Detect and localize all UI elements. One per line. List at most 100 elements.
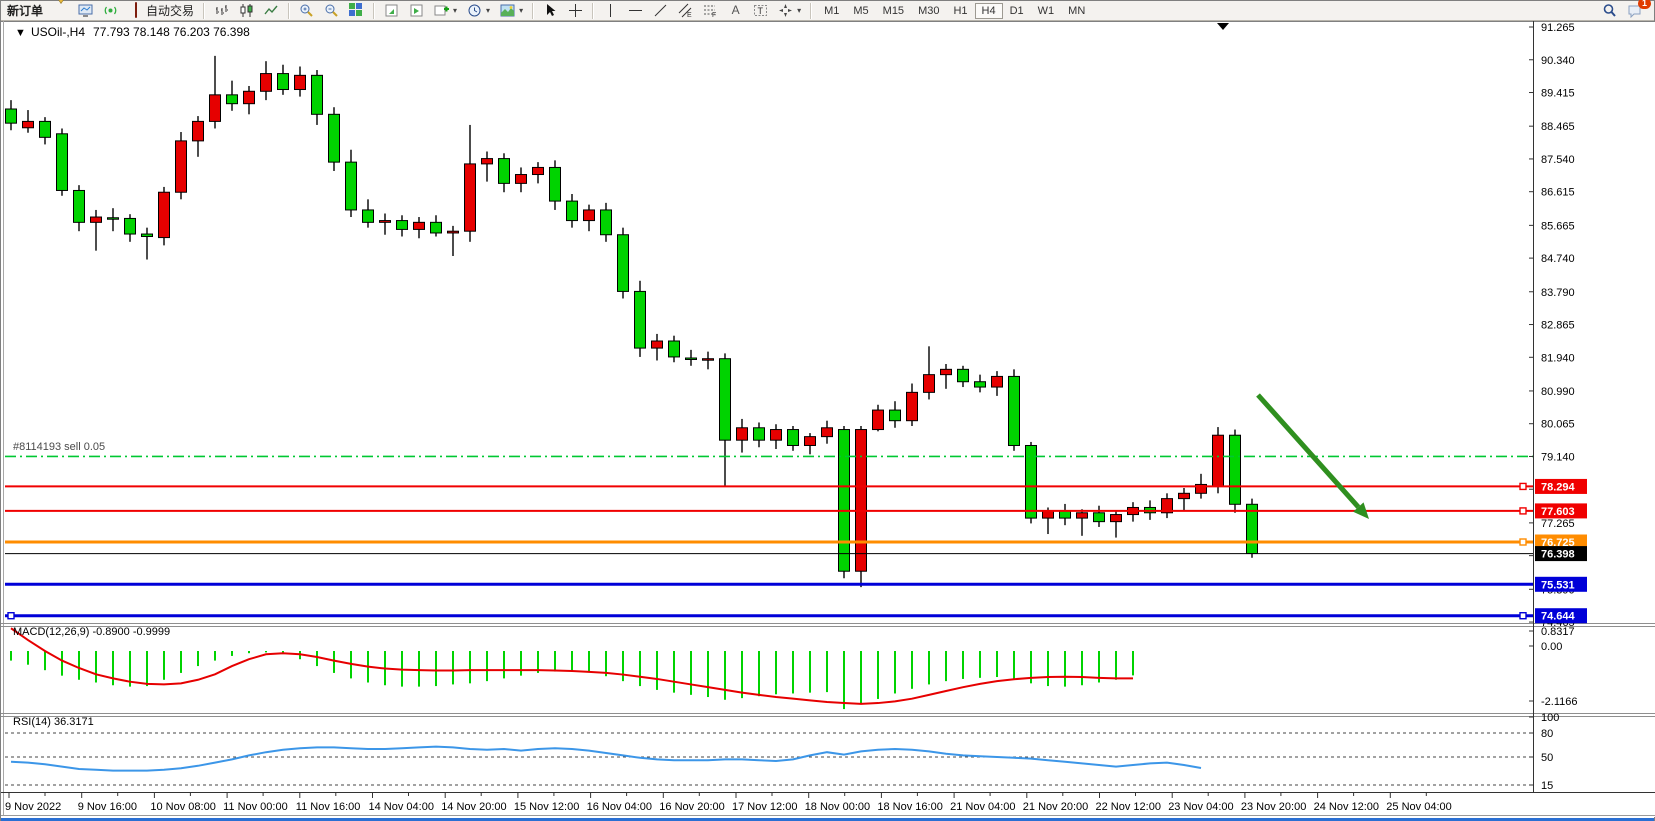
search-button[interactable] xyxy=(1598,1,1621,21)
annotations[interactable] xyxy=(1217,23,1369,519)
profiles-next-button[interactable] xyxy=(405,1,428,21)
profiles-button[interactable] xyxy=(380,1,403,21)
add-indicator-icon xyxy=(434,3,450,18)
new-order-button[interactable]: 新订单 xyxy=(3,1,47,21)
timeframe-mn[interactable]: MN xyxy=(1068,4,1086,17)
trend-arrow[interactable] xyxy=(1256,393,1361,509)
line-chart-button[interactable] xyxy=(260,1,283,21)
timeframe-m5[interactable]: M5 xyxy=(853,4,869,17)
vertical-line-button[interactable] xyxy=(599,1,622,21)
shapes-icon xyxy=(778,3,793,18)
time-axis-label: 15 Nov 12:00 xyxy=(514,801,579,813)
price-axis-label: 88.465 xyxy=(1541,121,1575,133)
new-order-label: 新订单 xyxy=(7,4,44,18)
toolbar-separator xyxy=(288,2,291,19)
chart-expander[interactable]: ▼ xyxy=(15,27,26,39)
text-icon: A xyxy=(731,3,740,17)
main-toolbar: 新订单 自动交易 ▾ ▾ ▾ E F A T ▾ M1 M5 M15 M30 H1 H4 D… xyxy=(1,0,1654,21)
price-axis-label: 77.265 xyxy=(1541,518,1575,530)
chevron-down-icon: ▾ xyxy=(797,6,802,15)
text-label-button[interactable]: T xyxy=(749,1,772,21)
line-chart-icon xyxy=(264,3,279,18)
zoom-in-button[interactable] xyxy=(295,1,318,21)
time-axis-label: 23 Nov 04:00 xyxy=(1168,801,1233,813)
price-axis-label: 84.740 xyxy=(1541,253,1575,265)
add-indicator-button[interactable]: ▾ xyxy=(430,1,461,21)
autotrading-button[interactable]: 自动交易 xyxy=(124,1,198,21)
channel-button[interactable]: E xyxy=(674,1,697,21)
toolbar-separator xyxy=(203,2,206,19)
chart-area[interactable]: 0.8317 0.00 -2.1166 100 80 50 15 91.265 90.340… xyxy=(1,21,1655,817)
search-icon xyxy=(1602,3,1617,18)
toolbar-separator xyxy=(373,2,376,19)
notifications-button[interactable]: 1 xyxy=(1623,0,1651,21)
profile-icon xyxy=(384,3,399,18)
time-axis-label: 24 Nov 12:00 xyxy=(1314,801,1379,813)
price-badge: 76.398 xyxy=(1541,549,1575,561)
trendline-button[interactable] xyxy=(649,1,672,21)
candles xyxy=(5,55,1258,588)
fibonacci-icon: F xyxy=(703,3,718,19)
trendline-icon xyxy=(653,3,668,18)
timeframe-w1[interactable]: W1 xyxy=(1037,4,1055,17)
timeframe-h4[interactable]: H4 xyxy=(974,2,1003,19)
terminal-button[interactable] xyxy=(74,1,97,21)
price-badge: 76.725 xyxy=(1541,537,1575,549)
price-axis-label: 81.940 xyxy=(1541,352,1575,364)
bar-chart-icon xyxy=(214,3,229,18)
autotrading-label: 自动交易 xyxy=(146,4,195,18)
time-axis-label: 14 Nov 20:00 xyxy=(441,801,506,813)
price-badge: 74.644 xyxy=(1541,611,1576,623)
toolbar-separator xyxy=(592,2,595,19)
time-axis-label: 18 Nov 16:00 xyxy=(877,801,942,813)
price-axis-label: 82.865 xyxy=(1541,320,1575,332)
svg-text:T: T xyxy=(758,6,764,16)
tile-windows-button[interactable] xyxy=(345,1,368,21)
macd-axis-label: -2.1166 xyxy=(1541,696,1578,708)
toolbar-separator xyxy=(532,2,535,19)
candlestick-button[interactable] xyxy=(235,1,258,21)
cursor-button[interactable] xyxy=(539,1,562,21)
price-axis-label: 79.140 xyxy=(1541,451,1575,463)
rsi-axis-label: 15 xyxy=(1541,780,1553,792)
horizontal-line-button[interactable] xyxy=(624,1,647,21)
text-button[interactable]: A xyxy=(724,1,747,21)
chart-canvas[interactable]: 0.8317 0.00 -2.1166 100 80 50 15 91.265 90.340… xyxy=(1,21,1655,817)
price-axis-label: 87.540 xyxy=(1541,154,1575,166)
time-axis-label: 9 Nov 16:00 xyxy=(78,801,137,813)
rsi-axis-label: 80 xyxy=(1541,728,1553,740)
chart-shift-triangle-icon[interactable] xyxy=(1217,23,1229,30)
axes[interactable]: 91.265 90.340 89.415 88.465 87.540 86.615 85.6… xyxy=(5,22,1575,813)
timeframe-m1[interactable]: M1 xyxy=(824,4,840,17)
price-badge: 75.531 xyxy=(1541,579,1575,591)
time-axis-label: 18 Nov 00:00 xyxy=(805,801,870,813)
fibonacci-button[interactable]: F xyxy=(699,1,722,21)
price-axis-label: 80.065 xyxy=(1541,419,1575,431)
bar-chart-button[interactable] xyxy=(210,1,233,21)
tile-windows-icon xyxy=(349,3,364,18)
shapes-button[interactable]: ▾ xyxy=(774,1,805,21)
price-badge: 78.294 xyxy=(1541,481,1576,493)
text-label-icon: T xyxy=(753,3,768,18)
timeframe-m15[interactable]: M15 xyxy=(882,4,905,17)
crosshair-button[interactable] xyxy=(564,1,587,21)
zoom-in-icon xyxy=(299,3,314,18)
timeframe-d1[interactable]: D1 xyxy=(1009,4,1024,17)
svg-text:F: F xyxy=(712,12,716,18)
market-filter-button[interactable] xyxy=(49,0,72,21)
templates-button[interactable]: ▾ xyxy=(496,1,527,21)
time-axis-label: 25 Nov 04:00 xyxy=(1386,801,1451,813)
timeframe-h1[interactable]: H1 xyxy=(953,4,968,17)
level-lines[interactable] xyxy=(5,455,1533,620)
funnel-icon xyxy=(53,0,68,18)
signals-button[interactable] xyxy=(99,1,122,21)
svg-text:E: E xyxy=(687,12,692,18)
zoom-out-button[interactable] xyxy=(320,1,343,21)
period-button[interactable]: ▾ xyxy=(463,1,494,21)
candlestick-icon xyxy=(239,3,254,18)
time-axis-label: 23 Nov 20:00 xyxy=(1241,801,1306,813)
timeframe-m30[interactable]: M30 xyxy=(918,4,940,17)
channel-icon: E xyxy=(678,3,693,19)
price-axis-label: 91.265 xyxy=(1541,22,1575,34)
